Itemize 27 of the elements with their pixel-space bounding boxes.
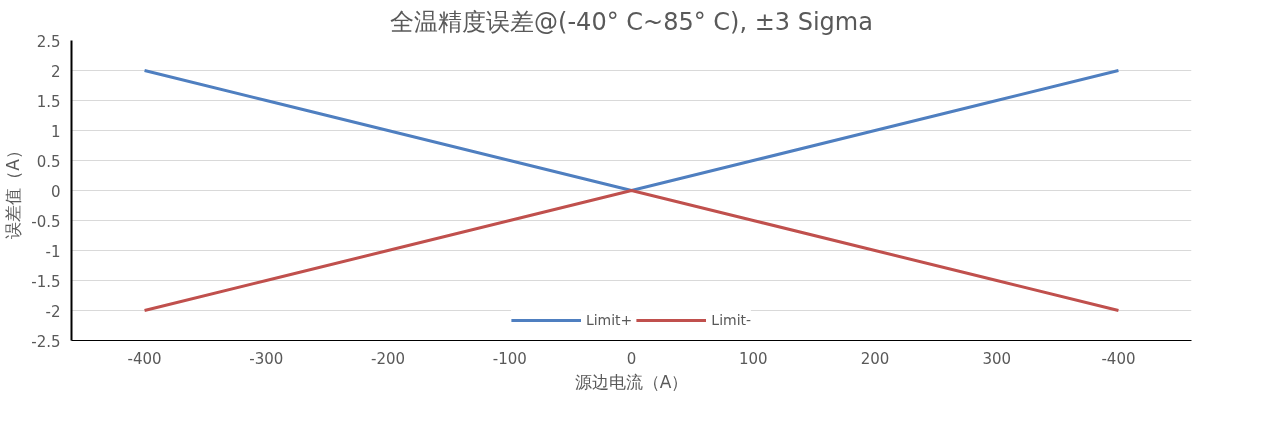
y-tick-label: 0.5 xyxy=(36,152,61,171)
x-tick-label: -400 xyxy=(127,349,162,368)
x-tick-label: 300 xyxy=(982,349,1012,368)
y-tick-label: -1.5 xyxy=(31,272,61,291)
x-tick-label: -100 xyxy=(492,349,527,368)
legend-label: Limit- xyxy=(711,312,752,328)
y-tick-label: -0.5 xyxy=(31,212,61,231)
x-tick-label: -400 xyxy=(1101,349,1136,368)
line-series xyxy=(143,69,1120,192)
x-axis-title: 源边电流（A） xyxy=(574,371,689,392)
x-tick-label: -300 xyxy=(249,349,284,368)
y-tick-label: -2.5 xyxy=(31,332,61,351)
line-series xyxy=(143,189,1120,312)
y-axis-title: 误差值（A） xyxy=(3,142,24,239)
y-tick-label: -2 xyxy=(45,302,61,321)
chart-title: 全温精度误差@(-40° C~85° C), ±3 Sigma xyxy=(390,7,873,36)
x-tick-label: 200 xyxy=(860,349,890,368)
y-tick-label: 2.5 xyxy=(36,32,61,51)
y-tick-label: 0 xyxy=(50,182,61,201)
y-tick-label: 1.5 xyxy=(36,92,61,111)
y-tick-label: 2 xyxy=(50,62,61,81)
x-tick-label: -200 xyxy=(371,349,406,368)
x-tick-label: 100 xyxy=(738,349,768,368)
y-tick-label: -1 xyxy=(45,242,61,261)
y-tick-label: 1 xyxy=(50,122,61,141)
legend-label: Limit+ xyxy=(585,312,633,328)
x-tick-label: 0 xyxy=(626,349,637,368)
